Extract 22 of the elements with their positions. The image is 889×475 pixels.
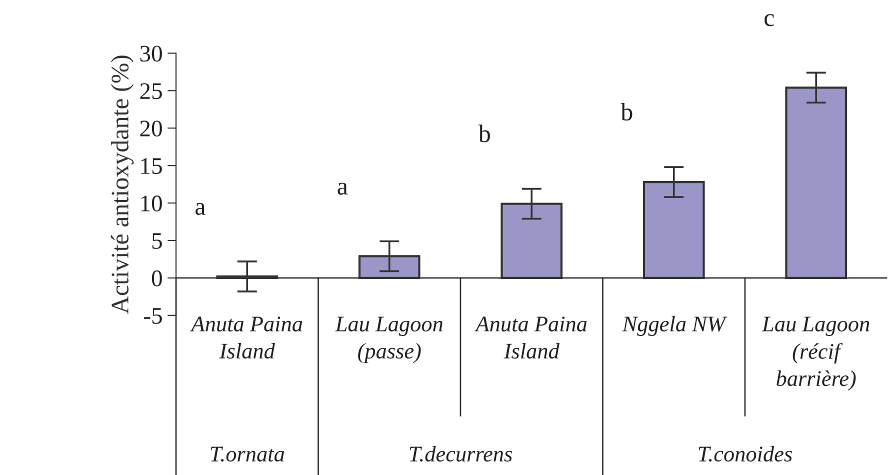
y-axis-title: Activité antioxydante (%) — [110, 56, 134, 314]
x-tick-label: Anuta Paina Island — [190, 316, 302, 359]
x-tick-label: Nggela NW — [622, 316, 728, 336]
y-tick-label: 10 — [141, 196, 162, 212]
text: T.decurrens — [410, 446, 512, 462]
annotation: a — [196, 202, 206, 215]
y-tick-label: 30 — [140, 46, 162, 62]
annotation: b — [620, 102, 632, 121]
y-tick-label: -5 — [144, 308, 162, 324]
text: T.conoides — [698, 446, 792, 462]
annotation: a — [338, 182, 348, 195]
annotation: b — [478, 124, 490, 142]
y-tick-label: 0 — [152, 270, 162, 286]
y-tick-label: 15 — [141, 158, 162, 174]
x-tick-label: Lau Lagoon (récif barrière) — [762, 316, 870, 391]
text: T.ornata — [210, 446, 284, 462]
x-tick-label: Anuta Paina Island — [474, 316, 587, 359]
text: c — [764, 14, 774, 26]
y-tick-label: 5 — [152, 233, 162, 249]
x-tick-label: Lau Lagoon (passe) — [335, 316, 442, 364]
y-tick-label: 20 — [140, 120, 162, 137]
y-tick-label: 25 — [140, 83, 162, 100]
